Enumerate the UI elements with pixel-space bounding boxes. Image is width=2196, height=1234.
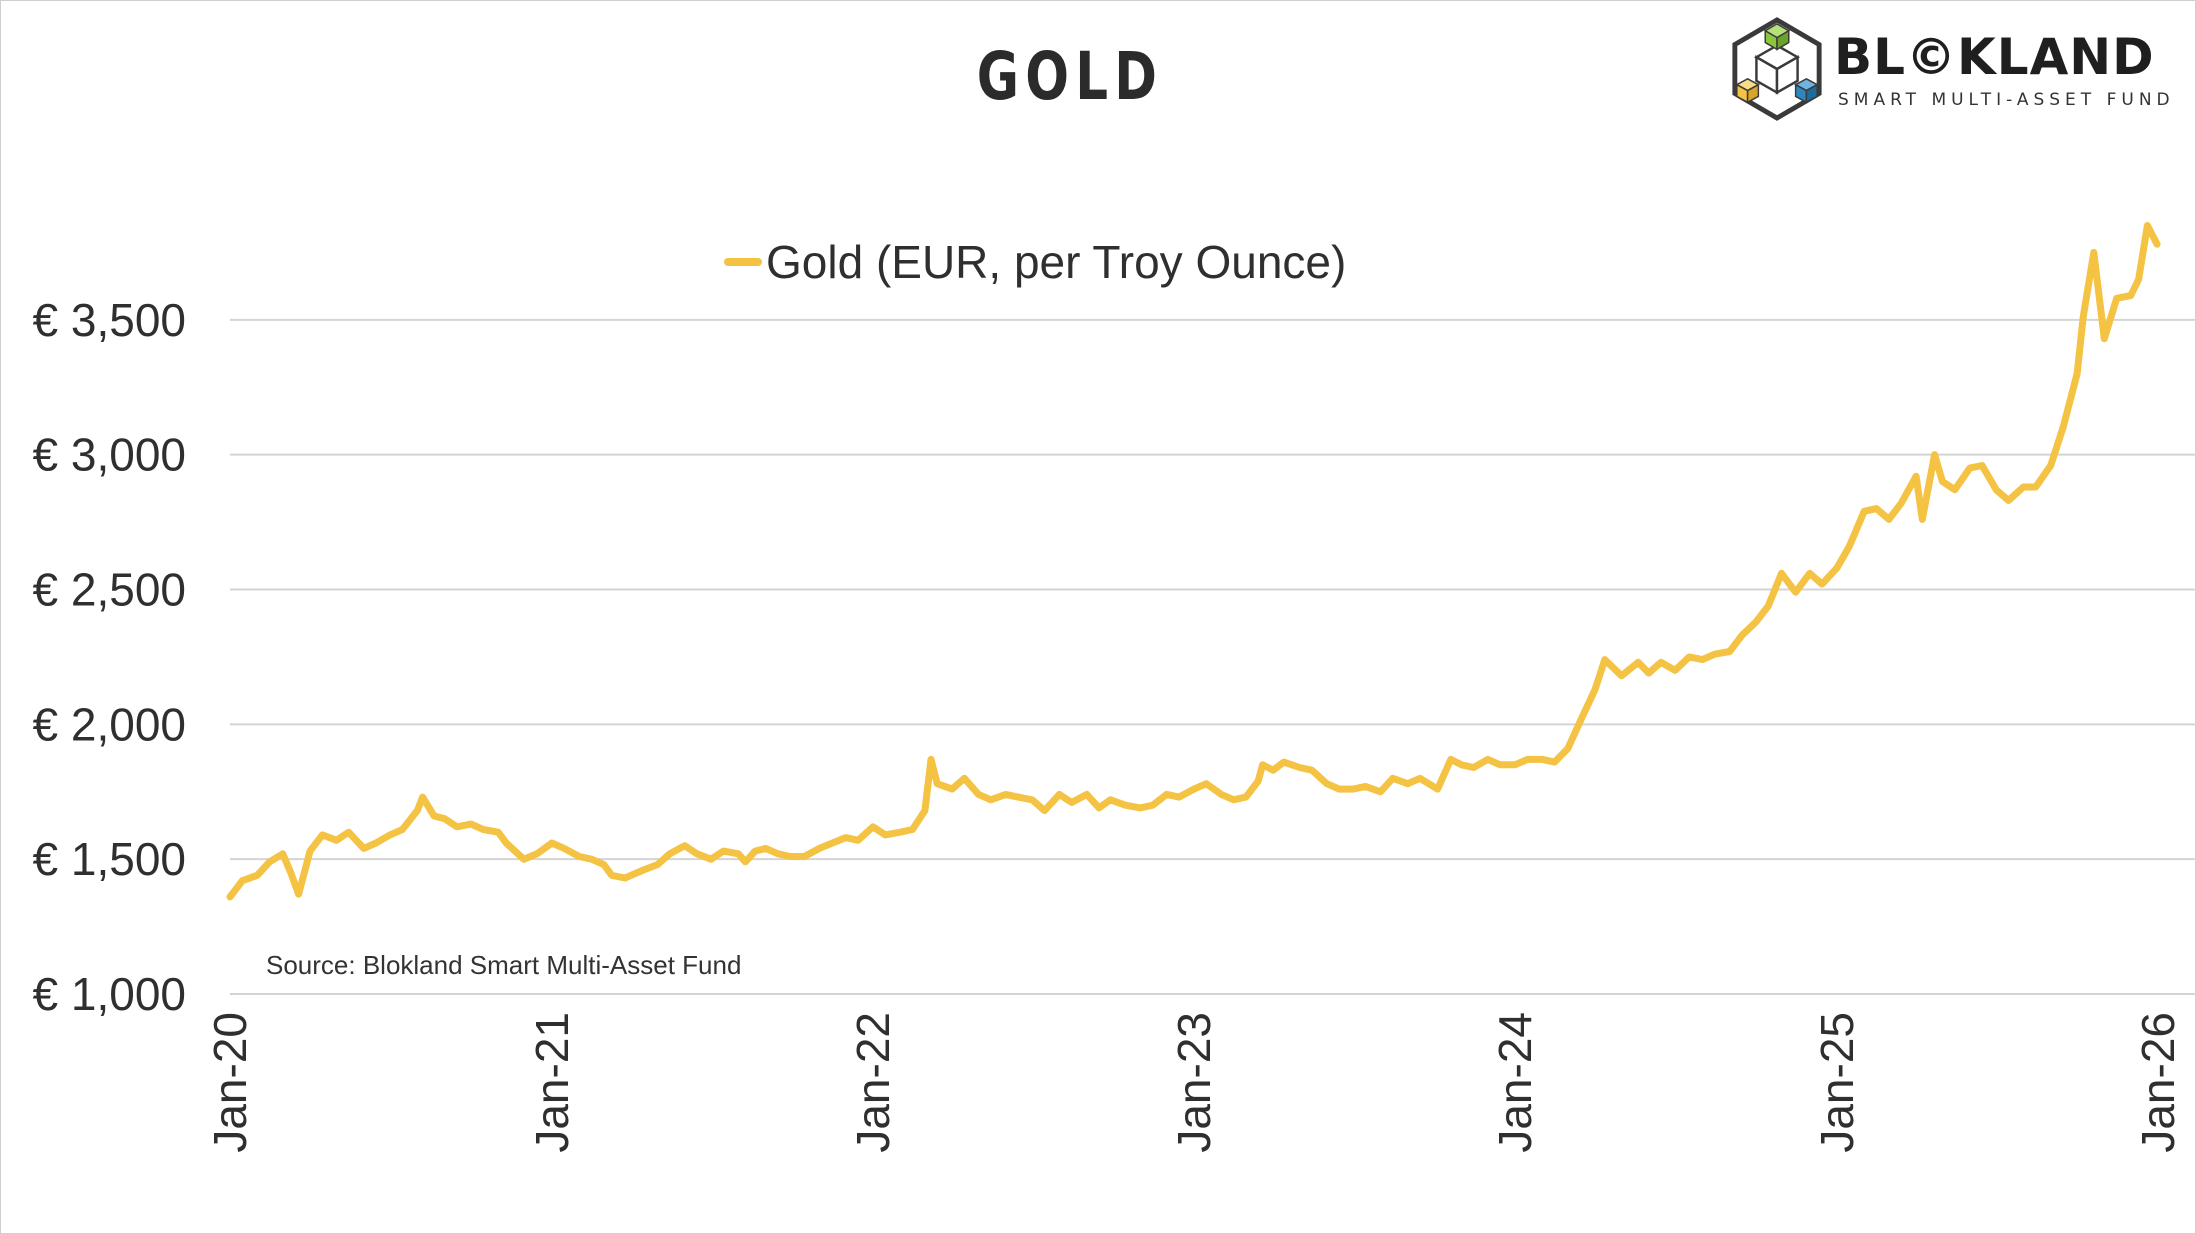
y-tick-label: € 3,000 — [33, 429, 186, 481]
chart-legend: Gold (EUR, per Troy Ounce) — [724, 232, 1346, 292]
y-tick-label: € 2,000 — [33, 698, 186, 750]
series-lines — [226, 222, 2161, 901]
x-tick-label: Jan-26 — [2132, 1012, 2184, 1153]
x-tick-label: Jan-21 — [526, 1012, 578, 1153]
y-axis-tick-labels: € 1,000 € 1,500 € 2,000 € 2,500 € 3,000 € 3,5… — [33, 294, 186, 1020]
y-tick-label: € 1,000 — [33, 968, 186, 1020]
series-line-gold — [226, 222, 2161, 901]
source-note: Source: Blokland Smart Multi-Asset Fund — [266, 950, 742, 980]
x-axis-tick-labels: Jan-20 Jan-21 Jan-22 Jan-23 Jan-24 Jan-25 Jan-… — [204, 1012, 2184, 1153]
brand-tagline: SMART MULTI-ASSET FUND — [1838, 90, 2175, 110]
cube-hexagon-logo-icon — [1732, 17, 1822, 121]
x-tick-label: Jan-25 — [1811, 1012, 1863, 1153]
brand-header: BL©KLAND SMART MULTI-ASSET FUND — [1722, 12, 2192, 122]
legend-label-gold: Gold (EUR, per Troy Ounce) — [766, 236, 1347, 288]
x-tick-label: Jan-22 — [847, 1012, 899, 1153]
x-tick-label: Jan-20 — [204, 1012, 256, 1153]
y-tick-label: € 3,500 — [33, 294, 186, 346]
grid-lines — [230, 318, 2196, 995]
y-tick-label: € 2,500 — [33, 564, 186, 616]
y-tick-label: € 1,500 — [33, 833, 186, 885]
brand-name: BL©KLAND — [1834, 28, 2155, 86]
x-tick-label: Jan-23 — [1168, 1012, 1220, 1153]
legend-swatch-gold — [724, 258, 762, 266]
chart-title: GOLD — [976, 38, 1164, 115]
x-tick-label: Jan-24 — [1489, 1012, 1541, 1153]
